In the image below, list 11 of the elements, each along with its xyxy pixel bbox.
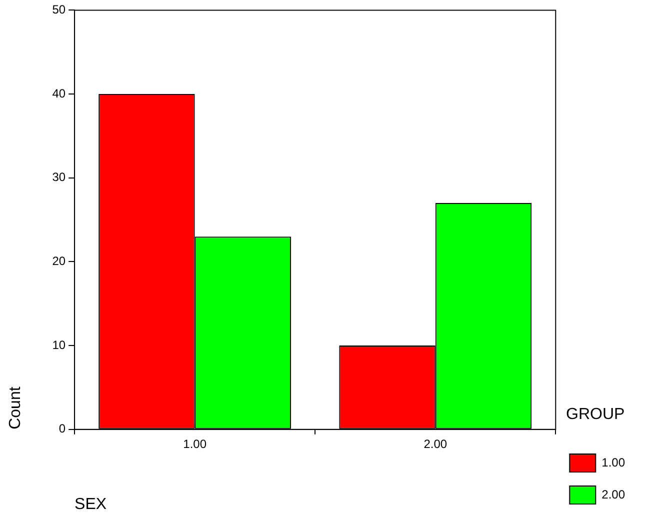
y-tick-label: 10 [52, 338, 66, 352]
y-tick-label: 40 [52, 86, 66, 100]
legend-label: 2.00 [602, 487, 626, 502]
y-tick-label: 20 [52, 254, 66, 268]
y-tick-label: 0 [58, 422, 66, 436]
y-axis-title: Count [7, 386, 24, 430]
legend-label: 1.00 [602, 455, 626, 470]
y-tick-label: 50 [52, 2, 66, 17]
y-tick-label: 30 [52, 170, 66, 184]
x-axis-title: SEX [74, 496, 107, 513]
legend-title: GROUP [566, 406, 625, 424]
